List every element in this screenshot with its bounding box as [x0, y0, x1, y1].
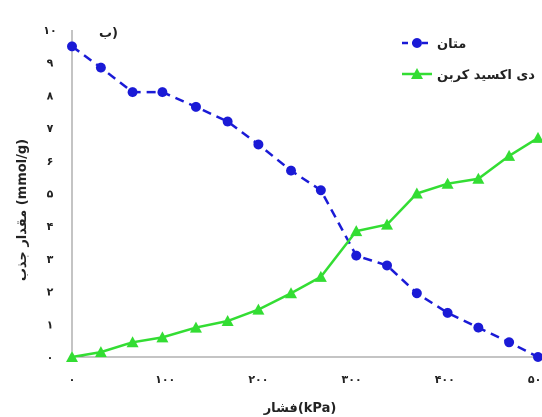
y-tick-label: ۲: [47, 286, 54, 299]
legend-label-1: متان: [437, 37, 466, 52]
y-tick-label: ۰: [47, 351, 54, 364]
x-tick-labels: ۰ ۱۰۰ ۲۰۰ ۳۰۰ ۴۰۰ ۵۰۰: [69, 373, 542, 386]
legend: متان دی اکسید کربن: [402, 37, 535, 83]
series-1-point: [473, 322, 484, 333]
x-tick-label: ۱۰۰: [155, 373, 175, 386]
series-1-point: [95, 62, 106, 73]
series-2-point: [126, 336, 139, 348]
legend-label-2: دی اکسید کربن: [437, 68, 535, 83]
x-axis-title: فشار(kPa): [263, 401, 337, 416]
series-1-line: [71, 45, 539, 359]
series-1-point: [127, 87, 138, 98]
axes: [71, 30, 538, 358]
series-2-line: [71, 136, 539, 359]
series-1-point: [504, 337, 515, 348]
series-1-point: [315, 185, 326, 196]
series-1-point: [533, 352, 542, 362]
series-2-point: [410, 187, 423, 199]
series-2-point: [189, 321, 202, 333]
x-tick-label: ۵۰۰: [528, 373, 542, 386]
x-tick-label: ۴۰۰: [435, 373, 455, 386]
series-1-point: [286, 165, 297, 176]
series-2-point: [472, 172, 485, 184]
series-2-point: [314, 270, 327, 282]
x-tick-label: ۳۰۰: [342, 373, 362, 386]
series-2-point: [94, 346, 107, 358]
series-2-point: [66, 351, 78, 362]
y-tick-label: ۹: [47, 57, 54, 70]
y-tick-label: ۱۰: [43, 24, 56, 37]
y-tick-label: ۵: [47, 188, 54, 201]
y-tick-label: ۸: [47, 89, 54, 102]
x-tick-label: ۰: [69, 373, 76, 386]
series-2-point: [252, 303, 265, 315]
series-1-point: [222, 116, 233, 127]
series-2-point: [350, 225, 363, 237]
legend-marker-1: [412, 38, 422, 48]
series-1-point: [190, 101, 201, 112]
series-1-point: [351, 250, 362, 261]
series-2-point: [532, 131, 542, 143]
x-tick-label: ۲۰۰: [248, 373, 268, 386]
series-2: [66, 131, 542, 362]
series-2-point: [156, 331, 169, 343]
legend-marker-2: [411, 68, 423, 79]
series-group: [66, 41, 542, 362]
series-1-point: [442, 307, 453, 318]
series-2-point: [381, 218, 394, 230]
y-tick-label: ۷: [47, 122, 54, 135]
series-1-point: [253, 139, 264, 150]
series-1-point: [67, 41, 77, 52]
y-tick-label: ۱: [47, 318, 54, 331]
series-1-point: [411, 288, 422, 299]
series-1-point: [157, 87, 168, 98]
series-2-point: [441, 177, 454, 189]
y-tick-label: ۶: [47, 155, 54, 168]
y-tick-labels: ۰ ۱ ۲ ۳ ۴ ۵ ۶ ۷ ۸ ۹ ۱۰: [43, 24, 56, 364]
series-2-point: [221, 315, 234, 327]
y-tick-label: ۴: [47, 220, 54, 233]
series-2-point: [503, 149, 516, 161]
series-2-point: [285, 287, 298, 299]
y-axis-title: مقدار جذب (mmol/g): [15, 139, 30, 281]
panel-label: ب): [99, 26, 118, 41]
series-1-point: [382, 260, 393, 271]
series-1: [67, 41, 542, 362]
y-tick-label: ۳: [47, 253, 54, 266]
